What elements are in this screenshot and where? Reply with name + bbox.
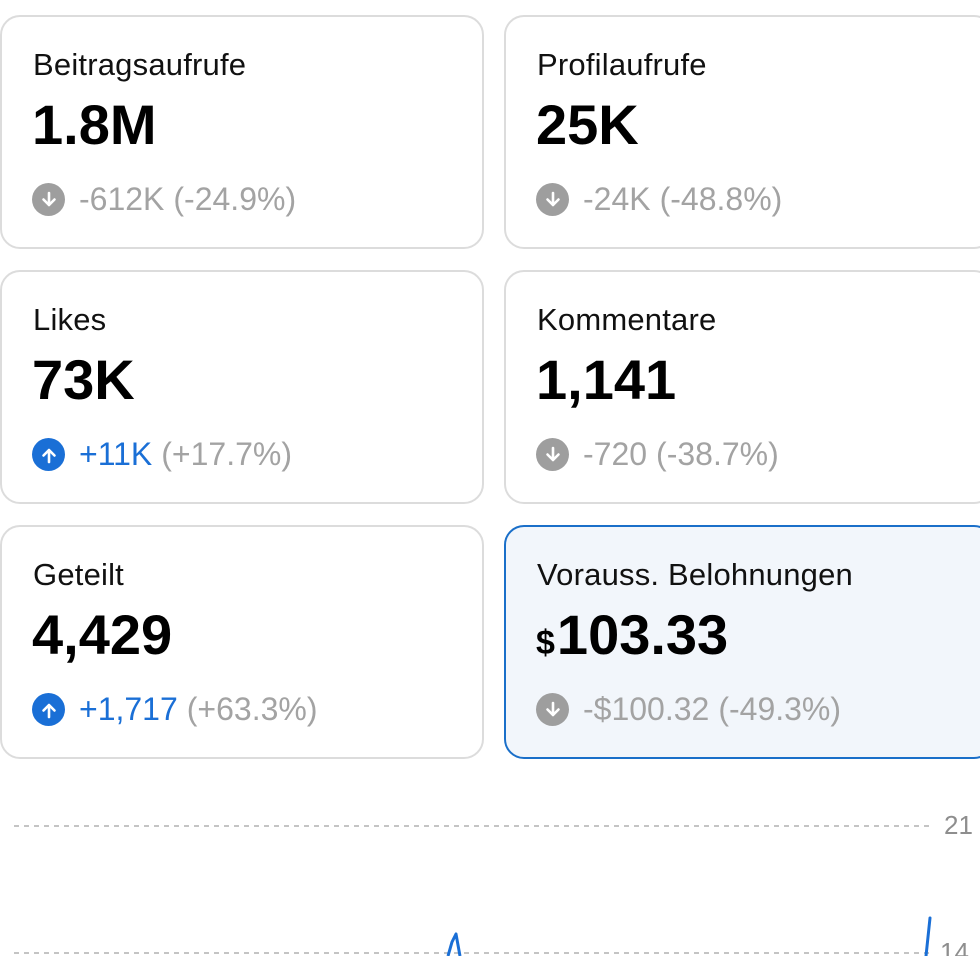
metric-value: 1,141	[536, 348, 677, 411]
arrow-down-icon	[536, 693, 569, 726]
arrow-up-icon	[32, 438, 65, 471]
trend-line-end	[924, 916, 932, 956]
trend-line	[446, 932, 462, 956]
metric-delta: -24K	[583, 181, 651, 217]
y-tick-label-14: 14	[940, 937, 969, 956]
metric-value: $103.33	[536, 603, 729, 666]
metric-value: 25K	[536, 93, 639, 156]
metric-change: +11K (+17.7%)	[32, 436, 292, 473]
metric-value: 1.8M	[32, 93, 157, 156]
metric-label: Kommentare	[537, 302, 717, 337]
metric-delta: +1,717	[79, 691, 178, 727]
arrow-down-icon	[32, 183, 65, 216]
metric-change: -24K (-48.8%)	[536, 181, 782, 218]
metric-percent: (+17.7%)	[161, 436, 292, 472]
metric-percent: (-38.7%)	[656, 436, 779, 472]
metric-card-comments[interactable]: Kommentare 1,141 -720 (-38.7%)	[504, 270, 980, 504]
metric-delta: +11K	[79, 436, 153, 472]
metric-delta: -720	[583, 436, 648, 472]
metric-value: 73K	[32, 348, 135, 411]
metric-label: Profilaufrufe	[537, 47, 707, 82]
arrow-down-icon	[536, 438, 569, 471]
metric-change: +1,717 (+63.3%)	[32, 691, 318, 728]
currency-symbol: $	[536, 624, 555, 662]
metric-label: Likes	[33, 302, 107, 337]
metric-label: Beitragsaufrufe	[33, 47, 247, 82]
trend-chart[interactable]: 21 14	[0, 790, 980, 956]
metric-delta: -$100.32	[583, 691, 710, 727]
metric-label: Vorauss. Belohnungen	[537, 557, 853, 592]
arrow-up-icon	[32, 693, 65, 726]
metric-change: -612K (-24.9%)	[32, 181, 296, 218]
metric-percent: (-49.3%)	[718, 691, 842, 727]
y-tick-label-21: 21	[944, 810, 973, 840]
arrow-down-icon	[536, 183, 569, 216]
trend-chart-canvas	[14, 825, 932, 956]
metric-change: -720 (-38.7%)	[536, 436, 779, 473]
metric-card-post-views[interactable]: Beitragsaufrufe 1.8M -612K (-24.9%)	[0, 15, 484, 249]
metric-card-estimated-rewards[interactable]: Vorauss. Belohnungen $103.33 -$100.32 (-…	[504, 525, 980, 759]
metric-delta: -612K	[79, 181, 165, 217]
metric-card-profile-views[interactable]: Profilaufrufe 25K -24K (-48.8%)	[504, 15, 980, 249]
metric-change: -$100.32 (-49.3%)	[536, 691, 841, 728]
metric-percent: (+63.3%)	[186, 691, 318, 727]
metric-value: 4,429	[32, 603, 173, 666]
metric-card-shares[interactable]: Geteilt 4,429 +1,717 (+63.3%)	[0, 525, 484, 759]
metric-percent: (-24.9%)	[173, 181, 297, 217]
metric-card-likes[interactable]: Likes 73K +11K (+17.7%)	[0, 270, 484, 504]
metric-label: Geteilt	[33, 557, 124, 592]
metric-percent: (-48.8%)	[659, 181, 783, 217]
